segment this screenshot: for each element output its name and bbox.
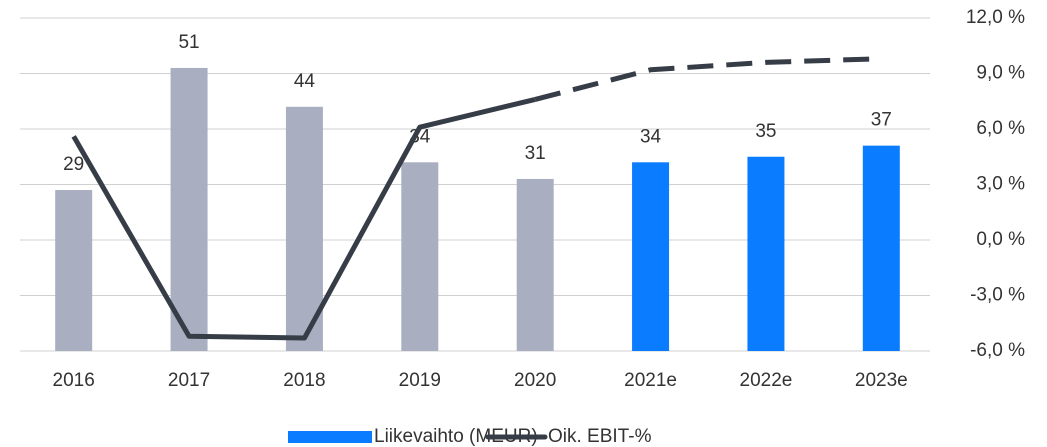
y2-tick-label: 6,0 % [976, 118, 1025, 139]
data-label: 29 [63, 154, 84, 175]
bar [170, 67, 208, 351]
x-tick-label: 2022e [740, 370, 793, 391]
legend-label: Oik. EBIT-% [548, 426, 652, 447]
y2-tick-label: -6,0 % [970, 340, 1025, 361]
y2-tick-label: -3,0 % [970, 285, 1025, 306]
bar [516, 178, 554, 351]
data-label: 37 [871, 110, 892, 131]
line [71, 96, 536, 341]
legend-swatch [288, 431, 372, 443]
bar [632, 162, 670, 351]
y2-tick-label: 9,0 % [976, 63, 1025, 84]
bar [55, 190, 93, 351]
data-label: 31 [525, 143, 546, 164]
x-tick-label: 2021e [624, 370, 677, 391]
bar [747, 156, 785, 351]
x-tick-label: 2023e [855, 370, 908, 391]
data-label: 35 [755, 121, 776, 142]
data-label: 51 [178, 32, 199, 53]
y2-tick-label: 12,0 % [966, 7, 1025, 28]
x-tick-label: 2019 [399, 370, 441, 391]
bar [401, 162, 439, 351]
y2-tick-label: 3,0 % [976, 174, 1025, 195]
x-tick-label: 2016 [53, 370, 95, 391]
bar [862, 145, 900, 351]
legend-label: Liikevaihto (MEUR) [374, 426, 538, 447]
line [534, 56, 882, 102]
x-tick-label: 2020 [514, 370, 556, 391]
x-tick-label: 2017 [168, 370, 210, 391]
x-tick-label: 2018 [283, 370, 325, 391]
data-label: 34 [640, 126, 662, 147]
data-label: 44 [294, 71, 316, 92]
y2-tick-label: 0,0 % [976, 229, 1025, 250]
